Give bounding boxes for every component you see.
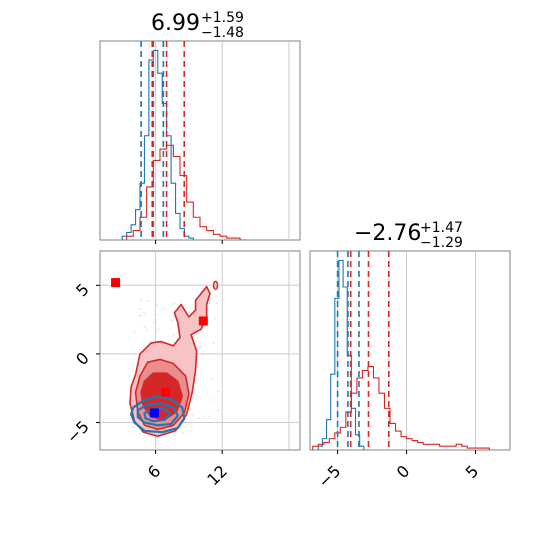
bl-sample-point bbox=[188, 423, 190, 426]
bl-sample-point bbox=[211, 378, 213, 381]
panel-bottom-right-title: −2.76 bbox=[354, 221, 421, 246]
bl-sample-point bbox=[173, 302, 175, 305]
bl-sample-point bbox=[152, 321, 155, 324]
panel-bottom-right-ticks: −5 0 5 bbox=[314, 450, 482, 492]
panel-bottom-right-frame bbox=[309, 250, 511, 451]
bl-sample-point bbox=[146, 329, 148, 332]
br-hist-series-1 bbox=[312, 366, 490, 450]
bl-sample-point bbox=[172, 334, 175, 336]
panel-bottom-right-title-upper: +1.47 bbox=[420, 220, 463, 236]
tl-hist-series-0 bbox=[121, 49, 194, 240]
panel-bottom-right-series bbox=[312, 259, 490, 450]
bl-sample-point bbox=[143, 312, 145, 314]
bl-sample-point bbox=[162, 307, 165, 310]
bl-sample-point bbox=[180, 299, 183, 302]
panel-bottom-left-frame bbox=[99, 250, 301, 451]
br-hist-series-0 bbox=[317, 259, 365, 450]
panel-top-left-title-lower: −1.48 bbox=[201, 25, 244, 41]
bl-sample-point bbox=[143, 326, 146, 329]
bl-sample-point bbox=[198, 417, 201, 419]
bl-sample-point bbox=[214, 317, 217, 319]
bl-sample-point bbox=[212, 399, 214, 401]
bl-sample-point bbox=[139, 432, 142, 435]
panel-top-left-grid bbox=[155, 41, 290, 240]
bl-sample-point bbox=[216, 302, 218, 304]
bl-sample-point bbox=[192, 413, 194, 416]
bl-sample-point bbox=[190, 424, 193, 427]
bl-sample-point bbox=[181, 432, 184, 434]
bl-sample-point bbox=[147, 300, 150, 302]
panel-bottom-right-title-lower: −1.29 bbox=[420, 235, 463, 251]
bl-sample-point bbox=[135, 353, 137, 355]
panel-top-left-title-value: 6.99 bbox=[151, 11, 200, 36]
panel-top-left-series bbox=[121, 49, 247, 240]
bl-contour-blue-level-1 bbox=[136, 402, 179, 427]
bl-sample-point bbox=[217, 409, 220, 412]
panel-top-left-title: 6.99 bbox=[151, 11, 200, 36]
panel-bottom-left-contours bbox=[129, 280, 219, 438]
bl-sample-point bbox=[139, 314, 141, 317]
bl-marker-0 bbox=[111, 278, 121, 288]
bl-sample-point bbox=[173, 315, 175, 318]
bl-sample-point bbox=[156, 330, 159, 332]
bl-sample-point bbox=[153, 314, 156, 316]
panel-top-left-title-upper: +1.59 bbox=[201, 10, 244, 26]
panel-top-left-histogram: 6.99 +1.59 −1.48 bbox=[99, 10, 301, 244]
bl-sample-point bbox=[195, 339, 197, 342]
panel-bottom-left-markers bbox=[111, 278, 208, 418]
bl-sample-point bbox=[147, 435, 149, 437]
bl-ytick-label-0: −5 bbox=[63, 417, 93, 447]
bl-sample-point bbox=[198, 347, 201, 350]
bl-sample-point bbox=[139, 308, 142, 310]
panel-bottom-right-histogram: −5 0 5 −2.76 +1.47 −1.29 bbox=[309, 220, 511, 492]
panel-bottom-left-contour: 6 12 −5 0 5 bbox=[63, 250, 301, 489]
panel-bottom-right-quantile-lines bbox=[336, 251, 390, 450]
bl-ytick-label-1: 0 bbox=[72, 348, 93, 369]
bl-xtick-label-1: 12 bbox=[203, 461, 231, 489]
br-xtick-label-0: −5 bbox=[314, 461, 344, 491]
panel-bottom-left-grid bbox=[100, 251, 300, 450]
bl-sample-point bbox=[133, 331, 135, 334]
bl-sample-point bbox=[199, 345, 202, 348]
bl-contour-red-island bbox=[212, 280, 219, 291]
bl-sample-point bbox=[207, 415, 210, 418]
panel-bottom-right-title-value: −2.76 bbox=[354, 221, 421, 246]
bl-sample-point bbox=[213, 342, 215, 345]
br-xtick-label-1: 0 bbox=[393, 461, 414, 482]
bl-sample-point bbox=[156, 304, 158, 306]
bl-sample-point bbox=[193, 334, 196, 336]
bl-xtick-label-0: 6 bbox=[144, 461, 165, 482]
panel-top-left-ticks bbox=[155, 240, 223, 244]
bl-ytick-label-2: 5 bbox=[72, 280, 93, 301]
bl-contour-blue-level-0 bbox=[130, 395, 186, 434]
panel-top-left-frame bbox=[99, 40, 301, 241]
bl-sample-point bbox=[171, 320, 174, 323]
panel-top-left-quantile-lines bbox=[140, 41, 186, 240]
bl-sample-point bbox=[202, 416, 205, 419]
bl-sample-point bbox=[217, 390, 220, 393]
br-xtick-label-2: 5 bbox=[462, 461, 483, 482]
bl-sample-point bbox=[140, 299, 143, 302]
bl-marker-2 bbox=[161, 387, 171, 397]
tl-hist-series-1 bbox=[126, 144, 247, 240]
bl-marker-3 bbox=[149, 408, 159, 418]
bl-sample-point bbox=[157, 328, 160, 330]
bl-sample-point bbox=[192, 396, 194, 399]
bl-sample-point bbox=[208, 302, 211, 305]
bl-marker-1 bbox=[198, 316, 208, 326]
